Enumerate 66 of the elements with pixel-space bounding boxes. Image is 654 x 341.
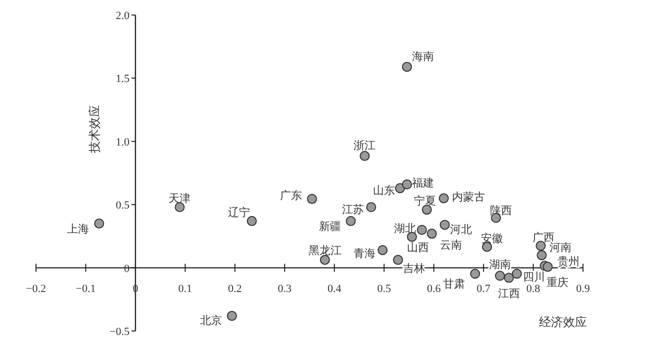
point [542, 262, 553, 272]
x-tick-label: 0.3 [278, 282, 292, 295]
point [346, 216, 356, 226]
point [366, 202, 376, 212]
y-tick-label: 1.5 [116, 73, 130, 86]
point [470, 268, 480, 279]
x-axis-title: 经济效应 [539, 315, 587, 329]
annotation: 青海 [354, 247, 376, 260]
point [226, 310, 237, 321]
y-tick-label: −0.5 [109, 326, 130, 338]
annotation: 安徽 [481, 232, 504, 245]
x-tick-label: −0.1 [76, 282, 96, 295]
annotation: 山东 [373, 184, 396, 198]
annotation: 新疆 [318, 220, 341, 234]
x-tick-label: 0.9 [576, 282, 590, 295]
point [320, 254, 330, 265]
point [246, 216, 257, 226]
point [402, 179, 412, 190]
annotation: 四川 [522, 270, 545, 284]
annotation: 江西 [498, 288, 520, 300]
x-tick-label: 0.1 [178, 282, 192, 295]
x-tick-label: 0.4 [327, 282, 342, 295]
x-tick-label: 0.7 [476, 282, 491, 295]
annotation: 广东 [280, 188, 302, 202]
annotation: 甘肃 [443, 278, 466, 291]
point [360, 150, 370, 161]
point [438, 193, 449, 204]
point [393, 254, 404, 265]
annotation: 上海 [67, 222, 90, 236]
annotation: 河南 [550, 241, 572, 254]
annotation: 江苏 [342, 203, 364, 216]
annotation: 贵州 [558, 254, 580, 268]
annotation: 云南 [440, 238, 462, 252]
x-tick-label: 0.5 [377, 282, 392, 295]
annotation: 宁夏 [414, 194, 436, 208]
point [402, 62, 412, 72]
annotation: 山西 [406, 240, 429, 254]
point [440, 220, 450, 230]
x-tick-label: 0.2 [228, 282, 242, 295]
point [94, 218, 104, 229]
y-tick-label: 1.0 [116, 136, 130, 148]
y-tick-label: 0.5 [116, 200, 130, 212]
annotation: 福建 [412, 176, 434, 190]
point [306, 194, 317, 204]
x-tick-label: 0.8 [526, 282, 541, 295]
annotation: 天津 [168, 192, 191, 206]
x-tick-label: 0.6 [426, 282, 442, 295]
point [494, 270, 505, 281]
point [504, 272, 514, 283]
y-axis-title: 技术效应 [87, 104, 102, 154]
annotation: 黑龙江 [308, 244, 342, 257]
point [536, 250, 547, 260]
point [378, 245, 388, 256]
annotation: 内蒙古 [452, 190, 485, 204]
annotation: 辽宁 [228, 206, 250, 220]
annotation: 浙江 [354, 138, 376, 152]
annotation: 海南 [412, 50, 434, 63]
point [426, 228, 437, 239]
point [416, 224, 427, 235]
point [512, 268, 522, 279]
x-tick-label: −0.2 [26, 282, 46, 295]
annotation: 河北 [450, 222, 472, 236]
annotation: 北京 [200, 314, 222, 327]
annotation: 广西 [532, 230, 555, 244]
annotation: 重庆 [546, 276, 569, 289]
y-tick-label: 2.0 [116, 10, 130, 22]
